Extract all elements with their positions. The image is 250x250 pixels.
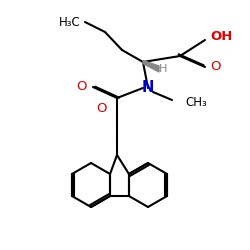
Text: H: H: [159, 64, 167, 74]
Text: CH₃: CH₃: [185, 96, 207, 108]
Polygon shape: [143, 60, 159, 72]
Text: O: O: [210, 60, 220, 74]
Text: O: O: [96, 102, 107, 114]
Text: N: N: [142, 80, 154, 96]
Text: O: O: [76, 80, 87, 92]
Text: H₃C: H₃C: [59, 16, 81, 28]
Text: OH: OH: [210, 30, 233, 44]
